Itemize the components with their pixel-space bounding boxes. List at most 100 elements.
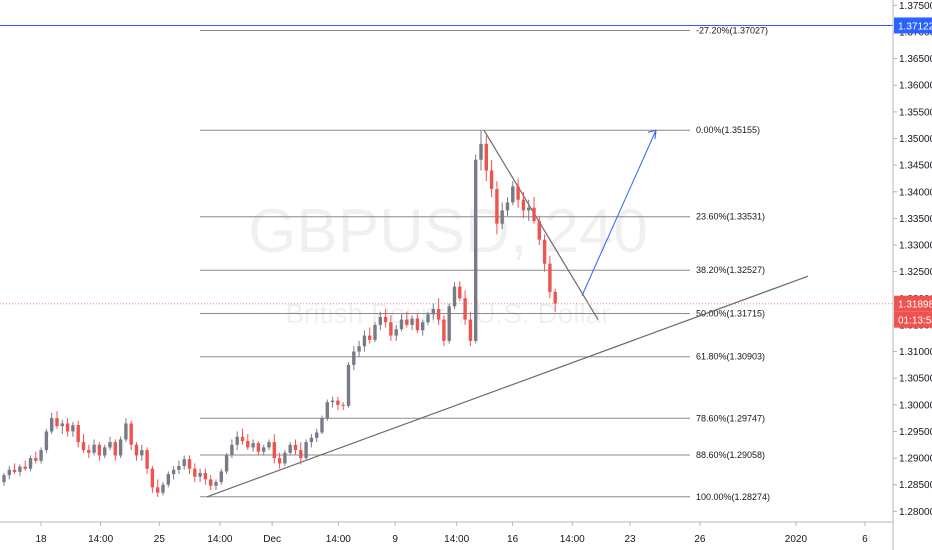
candle-down [553, 291, 557, 304]
candle-down [532, 207, 536, 222]
fib-level-label: 88.60%(1.29058) [696, 450, 765, 460]
candle-up [315, 432, 319, 438]
fib-level-label: 23.60%(1.33531) [696, 212, 765, 222]
price-tick-label: 1.30000 [899, 400, 932, 411]
price-tick-label: 1.34500 [899, 161, 932, 172]
candle-up [362, 335, 367, 347]
candle-down [193, 468, 197, 477]
time-tick-label: 18 [35, 534, 47, 545]
candle-up [224, 455, 229, 472]
candle-down [113, 442, 117, 456]
time-tick-label: 25 [154, 534, 166, 545]
candle-up [527, 207, 531, 211]
candle-down [458, 286, 462, 299]
candle-up [182, 459, 186, 467]
candle-up [140, 450, 144, 456]
candle-up [330, 400, 335, 403]
candle-up [7, 469, 11, 476]
time-tick-label: 16 [507, 534, 519, 545]
projection-arrow[interactable] [581, 130, 657, 296]
candle-up [479, 143, 483, 160]
candle-up [346, 364, 351, 406]
support-trendline[interactable] [206, 275, 809, 498]
price-tick-label: 1.31000 [899, 347, 932, 358]
last-price-badge [894, 295, 932, 312]
candle-down [516, 186, 520, 200]
time-tick-label: 6 [862, 534, 868, 545]
candle-down [12, 469, 17, 472]
candle-up [50, 418, 54, 432]
time-axis[interactable]: 18 14:00 25 14:00 Dec 14:00 9 14:00 16 14:00 23 26 2… [0, 521, 893, 545]
price-tick-label: 1.28000 [899, 507, 932, 518]
candle-down [542, 239, 547, 264]
candle-up [235, 436, 239, 445]
candle-down [277, 458, 282, 464]
candle-up [288, 444, 292, 453]
time-tick-label: 14:00 [207, 534, 232, 545]
price-tick-label: 1.28500 [899, 480, 932, 491]
candle-up [60, 423, 64, 427]
price-lines [0, 24, 893, 305]
candle-down [415, 318, 420, 331]
candle-up [166, 474, 170, 485]
candle-down [150, 468, 155, 488]
time-tick-label: 14:00 [326, 534, 351, 545]
price-tick-label: 1.35000 [899, 134, 932, 145]
candle-down [97, 444, 102, 456]
candle-down [34, 458, 38, 461]
candle-down [129, 423, 133, 445]
candle-up [214, 482, 218, 486]
fib-level-label: 50.00%(1.31715) [696, 308, 765, 318]
candle-up [511, 186, 515, 203]
candle-down [65, 423, 70, 432]
fibonacci-retracement[interactable]: -27.20%(1.37027) 0.00%(1.35155) 23.60%(1.3… [200, 26, 770, 502]
candle-up [421, 322, 425, 331]
candle-down [209, 479, 213, 486]
candle-down [336, 400, 340, 405]
candle-down [203, 472, 208, 480]
candle-down [187, 459, 192, 469]
price-tick-label: 1.35500 [899, 107, 932, 118]
candle-down [293, 444, 298, 451]
candle-up [39, 450, 43, 461]
candle-down [489, 170, 494, 190]
candle-down [436, 308, 441, 320]
candle-up [500, 210, 504, 224]
candle-down [521, 199, 526, 211]
candle-up [431, 308, 435, 315]
bar-countdown-badge-text: 01:13:54 [898, 316, 932, 327]
candle-up [2, 475, 6, 483]
candle-up [426, 314, 430, 323]
price-axis[interactable]: 1.375001.370001.365001.360001.355001.350… [892, 0, 932, 550]
candle-down [389, 322, 393, 336]
last-price-badge-text: 1.31898 [898, 300, 932, 311]
candle-down [442, 319, 446, 341]
candle-up [18, 466, 22, 472]
price-badges: 1.37122 1.31898 01:13:54 [894, 17, 932, 328]
price-tick-label: 1.29000 [899, 454, 932, 465]
time-tick-label: 14:00 [560, 534, 585, 545]
candle-down [341, 404, 345, 406]
candle-down [76, 425, 80, 443]
candle-up [505, 202, 510, 211]
candle-up [92, 444, 96, 453]
candle-up [118, 439, 123, 456]
candle-down [383, 316, 388, 323]
time-tick-label: 14:00 [88, 534, 113, 545]
candle-down [495, 189, 499, 224]
candle-up [447, 306, 451, 341]
price-tick-label: 1.33500 [899, 214, 932, 225]
candle-up [71, 425, 75, 432]
price-tick-label: 1.37500 [899, 1, 932, 12]
price-tick-label: 1.32500 [899, 267, 932, 278]
candle-down [368, 335, 372, 340]
candle-down [468, 319, 473, 341]
candle-up [399, 319, 404, 330]
candle-up [283, 452, 287, 464]
fib-level-label: 78.60%(1.29747) [696, 413, 765, 423]
candle-up [304, 442, 308, 459]
horizontal-line-price-badge-text: 1.37122 [898, 21, 932, 32]
time-tick-label: 23 [624, 534, 636, 545]
candle-up [357, 346, 361, 352]
